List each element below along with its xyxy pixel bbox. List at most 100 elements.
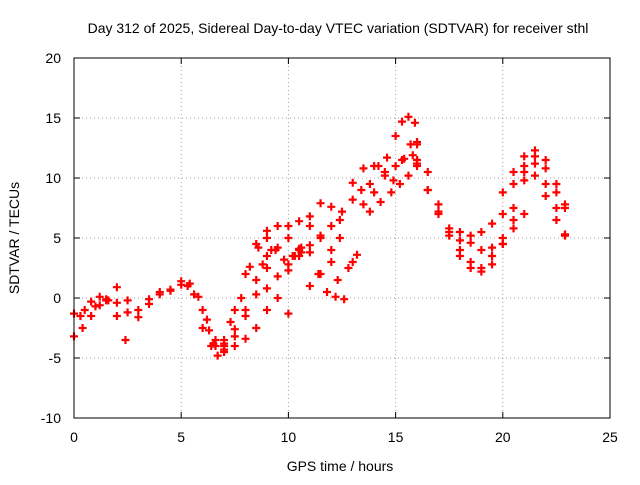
data-point bbox=[348, 258, 357, 266]
data-point bbox=[322, 288, 331, 296]
data-point bbox=[383, 153, 392, 162]
data-point bbox=[488, 243, 497, 252]
ticks: 0 5 10 15 20 25 -10 -5 0 5 10 15 20 bbox=[41, 50, 618, 445]
data-point bbox=[376, 198, 385, 206]
data-point bbox=[400, 154, 409, 163]
data-point bbox=[389, 176, 398, 185]
data-point bbox=[209, 339, 218, 348]
data-point bbox=[220, 348, 229, 356]
data-point bbox=[316, 234, 325, 242]
data-point bbox=[333, 276, 342, 284]
data-point bbox=[348, 178, 357, 187]
data-point bbox=[305, 212, 314, 221]
data-point bbox=[327, 246, 336, 254]
data-point bbox=[198, 324, 207, 332]
data-point bbox=[262, 306, 271, 314]
data-point bbox=[357, 186, 366, 194]
data-point bbox=[262, 252, 271, 260]
data-point bbox=[194, 292, 203, 301]
data-point bbox=[102, 295, 111, 304]
data-point bbox=[284, 234, 293, 242]
data-point bbox=[466, 258, 475, 266]
data-point bbox=[241, 270, 250, 278]
data-point bbox=[252, 290, 261, 299]
data-series-track-15 bbox=[359, 151, 422, 209]
data-point bbox=[226, 318, 235, 326]
data-point bbox=[520, 152, 529, 161]
data-point bbox=[145, 295, 154, 304]
x-tick-label: 15 bbox=[388, 429, 404, 445]
data-point bbox=[297, 243, 306, 252]
y-tick-label: -10 bbox=[41, 410, 61, 426]
data-point bbox=[509, 224, 518, 233]
data-point bbox=[520, 176, 529, 185]
data-point bbox=[455, 246, 464, 254]
data-point bbox=[327, 222, 336, 230]
data-point bbox=[220, 339, 229, 348]
data-point bbox=[230, 306, 239, 314]
data-point bbox=[305, 222, 314, 230]
data-point bbox=[348, 195, 357, 204]
data-point bbox=[230, 325, 239, 334]
data-point bbox=[477, 264, 486, 272]
data-series-track-3 bbox=[76, 277, 229, 350]
data-point bbox=[237, 294, 246, 302]
data-point bbox=[541, 180, 550, 188]
data-point bbox=[262, 226, 271, 235]
data-point bbox=[445, 228, 454, 236]
data-point bbox=[509, 180, 518, 188]
chart-title: Day 312 of 2025, Sidereal Day-to-day VTE… bbox=[88, 20, 589, 36]
data-series-track-21 bbox=[498, 162, 569, 239]
data-point bbox=[273, 222, 282, 230]
data-point bbox=[87, 312, 96, 320]
x-tick-label: 25 bbox=[602, 429, 618, 445]
data-point bbox=[316, 270, 325, 278]
data-point bbox=[123, 308, 132, 317]
data-point bbox=[552, 216, 561, 224]
data-point bbox=[190, 290, 199, 299]
data-point bbox=[520, 210, 529, 218]
data-point bbox=[353, 250, 362, 259]
y-tick-label: 0 bbox=[53, 290, 61, 306]
y-tick-label: 20 bbox=[45, 50, 61, 66]
data-point bbox=[202, 315, 211, 324]
data-point bbox=[331, 292, 340, 301]
data-point bbox=[273, 294, 282, 302]
data-point bbox=[155, 288, 164, 296]
data-point bbox=[335, 234, 344, 242]
data-point bbox=[284, 222, 293, 230]
data-point bbox=[305, 282, 314, 290]
data-point bbox=[87, 297, 96, 306]
y-tick-label: 10 bbox=[45, 170, 61, 186]
x-axis-label: GPS time / hours bbox=[287, 458, 394, 474]
y-tick-label: 15 bbox=[45, 110, 61, 126]
data-point bbox=[498, 188, 507, 197]
data-point bbox=[305, 248, 314, 257]
data-point bbox=[284, 309, 293, 318]
data-point bbox=[541, 192, 550, 200]
data-point bbox=[262, 284, 271, 293]
data-point bbox=[230, 342, 239, 350]
y-axis-label: SDTVAR / TECUs bbox=[6, 182, 22, 294]
y-tick-label: -5 bbox=[49, 350, 62, 366]
data-point bbox=[509, 168, 518, 176]
data-point bbox=[273, 243, 282, 252]
data-point bbox=[541, 156, 550, 164]
data-point bbox=[404, 171, 413, 180]
data-point bbox=[185, 279, 194, 288]
data-point bbox=[391, 162, 400, 170]
data-point bbox=[295, 217, 304, 226]
data-point bbox=[498, 234, 507, 242]
data-point bbox=[365, 180, 374, 188]
data-point bbox=[112, 312, 121, 320]
data-point bbox=[305, 241, 314, 250]
data-point bbox=[241, 334, 250, 343]
data-point bbox=[340, 295, 349, 304]
data-point bbox=[134, 313, 143, 322]
data-point bbox=[477, 228, 486, 236]
data-point bbox=[254, 243, 263, 252]
data-point bbox=[252, 324, 261, 332]
data-point bbox=[327, 202, 336, 211]
data-point bbox=[560, 200, 569, 209]
